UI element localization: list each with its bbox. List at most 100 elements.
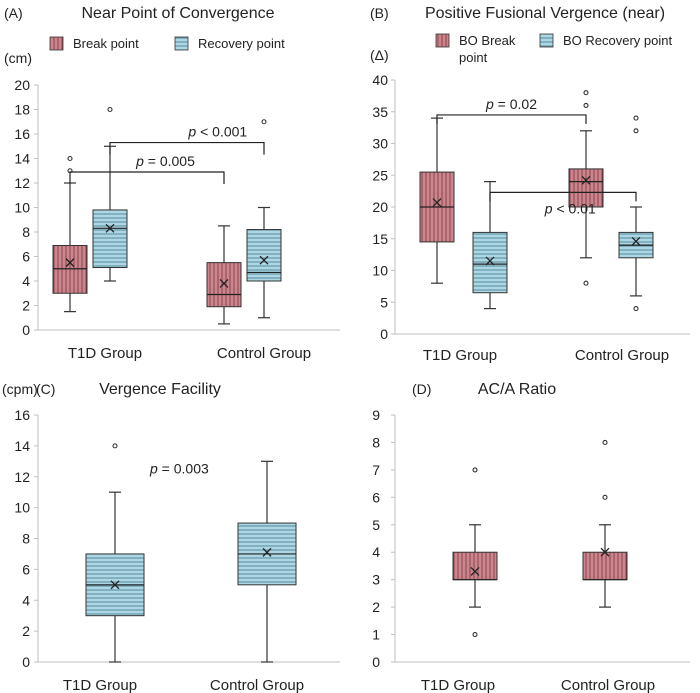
y-unit-label: (cm) (4, 50, 32, 66)
chart-title: Vergence Facility (99, 381, 221, 398)
y-tick-label: 9 (372, 407, 380, 423)
y-tick-label: 7 (372, 462, 380, 478)
y-tick-label: 5 (380, 294, 388, 310)
significance-bracket (69, 171, 225, 184)
y-tick-label: 18 (14, 102, 30, 118)
chart-title: Positive Fusional Vergence (near) (425, 5, 665, 22)
y-tick-label: 5 (372, 517, 380, 533)
x-category-label: Control Group (217, 345, 311, 362)
panel-label: (D) (412, 381, 431, 397)
y-tick-label: 20 (372, 199, 388, 215)
y-tick-label: 8 (22, 224, 30, 240)
p-value-label: p < 0.001 (187, 124, 247, 140)
legend-label: Recovery point (198, 36, 285, 51)
y-tick-label: 16 (14, 126, 30, 142)
outlier-point (602, 439, 608, 445)
mean-marker (65, 258, 75, 268)
significance-bracket (109, 141, 265, 155)
legend-label: BO Break point (459, 33, 516, 65)
y-unit-label: (Δ) (370, 47, 389, 63)
y-tick-label: 4 (372, 544, 380, 560)
legend-swatch (49, 36, 64, 51)
x-category-label: Control Group (561, 677, 655, 693)
outlier-point (261, 119, 267, 125)
x-category-label: Control Group (210, 677, 304, 693)
box-break (52, 155, 88, 313)
box-recovery (85, 443, 145, 663)
chart-title: Near Point of Convergence (82, 5, 275, 22)
chart-title: AC/A Ratio (478, 381, 556, 398)
y-tick-label: 14 (14, 151, 30, 167)
panel-c: Vergence Facility (C)(cpm) 0 2 4 6 8 10 12 14 16 T1… (2, 381, 340, 693)
box-recovery (92, 106, 128, 282)
mean-marker (631, 236, 641, 246)
panel-b: Positive Fusional Vergence (near) (B) (Δ) 0… (370, 5, 690, 364)
box-recovery (246, 119, 282, 319)
box-break (452, 467, 498, 638)
box-break (568, 90, 604, 286)
x-category-label: T1D Group (421, 677, 495, 693)
mean-marker (110, 580, 120, 590)
box-recovery (472, 181, 508, 310)
mean-marker (262, 547, 272, 557)
legend-swatch (435, 33, 450, 48)
y-tick-label: 40 (372, 72, 388, 88)
y-tick-label: 12 (14, 469, 30, 485)
outlier-point (633, 306, 639, 312)
y-tick-label: 0 (380, 326, 388, 342)
box-iqr (472, 231, 508, 294)
y-tick-label: 10 (372, 263, 388, 279)
x-category-label: T1D Group (423, 347, 497, 364)
y-tick-label: 6 (372, 489, 380, 505)
y-tick-label: 30 (372, 136, 388, 152)
mean-marker (105, 223, 115, 233)
panel-label: (B) (370, 5, 389, 21)
outlier-point (472, 467, 478, 473)
legend-label: BO Recovery point (563, 33, 672, 48)
box-iqr (582, 551, 628, 581)
outlier-point (602, 494, 608, 500)
y-tick-label: 2 (22, 623, 30, 639)
outlier-point (583, 280, 589, 286)
p-value-label: p < 0.01 (544, 200, 596, 216)
box-iqr (452, 551, 498, 581)
box-iqr (206, 262, 242, 308)
x-category-label: T1D Group (63, 677, 137, 693)
outlier-point (112, 443, 118, 449)
mean-marker (485, 256, 495, 266)
p-value-label: p = 0.02 (485, 96, 537, 112)
mean-marker (470, 566, 480, 576)
y-tick-label: 20 (14, 77, 30, 93)
y-unit-label: (cpm) (2, 381, 38, 397)
outlier-point (583, 90, 589, 96)
y-tick-label: 10 (14, 500, 30, 516)
y-tick-label: 35 (372, 104, 388, 120)
y-tick-label: 0 (22, 322, 30, 338)
y-tick-label: 3 (372, 572, 380, 588)
y-tick-label: 6 (22, 561, 30, 577)
outlier-point (633, 128, 639, 134)
y-tick-label: 0 (22, 654, 30, 670)
panel-label: (A) (4, 5, 23, 21)
box-break (206, 225, 242, 325)
y-tick-label: 16 (14, 407, 30, 423)
box-recovery (618, 115, 654, 312)
y-tick-label: 2 (372, 599, 380, 615)
panel-label: (C) (36, 381, 55, 397)
legend-swatch (539, 33, 554, 48)
mean-marker (219, 278, 229, 288)
mean-marker (581, 175, 591, 185)
y-tick-label: 8 (372, 434, 380, 450)
box-recovery (237, 460, 297, 663)
outlier-point (107, 106, 113, 113)
significance-bracket (436, 114, 587, 124)
outlier-point (583, 102, 589, 108)
p-value-label: p = 0.005 (135, 153, 195, 169)
outlier-point (472, 632, 478, 638)
box-iqr (52, 244, 88, 294)
y-tick-label: 4 (22, 273, 30, 289)
x-category-label: T1D Group (68, 345, 142, 362)
y-tick-label: 10 (14, 200, 30, 216)
y-tick-label: 8 (22, 531, 30, 547)
